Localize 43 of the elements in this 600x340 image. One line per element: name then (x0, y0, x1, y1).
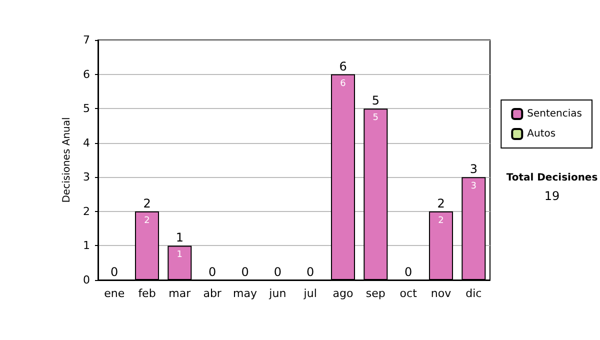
x-tick-label: sep (366, 287, 386, 300)
y-tick-label: 0 (83, 274, 90, 286)
data-label: 2 (438, 216, 444, 226)
total-label: 0 (241, 265, 249, 279)
x-tick-label: mar (168, 287, 192, 300)
total-label: 0 (404, 265, 412, 279)
legend-label: Autos (527, 128, 556, 140)
text: 19 (544, 189, 560, 203)
y-tick-label: 5 (83, 102, 90, 116)
data-label: 1 (176, 250, 183, 260)
total-label: 0 (110, 265, 118, 279)
x-tick-label: abr (203, 287, 222, 300)
total-label: 0 (306, 265, 314, 279)
x-tick-label: ene (104, 287, 125, 300)
data-label: 3 (470, 182, 477, 192)
y-tick-label: 1 (83, 239, 90, 252)
total-label: 3 (470, 162, 478, 176)
data-label: 6 (340, 78, 346, 89)
x-tick-label: jul (302, 287, 317, 300)
y-tick-label: 2 (83, 204, 90, 218)
total-label: 1 (176, 230, 184, 245)
data-label: 5 (372, 113, 379, 124)
x-tick-label: ago (332, 287, 354, 300)
y-tick-label: 6 (83, 68, 90, 81)
x-tick-label: oct (400, 287, 418, 300)
legend-label: Sentencias (527, 108, 582, 120)
total-label: 6 (339, 59, 347, 74)
x-tick-label: may (233, 287, 258, 300)
y-tick-label: 3 (83, 170, 90, 184)
total-label: 5 (372, 94, 380, 108)
total-label: 2 (143, 196, 151, 210)
x-tick-label: feb (138, 287, 156, 300)
total-label: 2 (437, 196, 445, 210)
x-tick-label: jun (268, 287, 286, 300)
x-tick-label: nov (430, 287, 452, 300)
x-tick-label: dic (466, 287, 482, 300)
y-axis-title: Decisiones Anual (62, 117, 73, 203)
data-label: 2 (144, 216, 150, 226)
text: Total Decisiones (506, 172, 598, 184)
y-tick-label: 7 (83, 34, 90, 46)
total-label: 0 (274, 265, 282, 279)
y-tick-label: 4 (83, 136, 90, 150)
total-label: 0 (208, 265, 216, 279)
